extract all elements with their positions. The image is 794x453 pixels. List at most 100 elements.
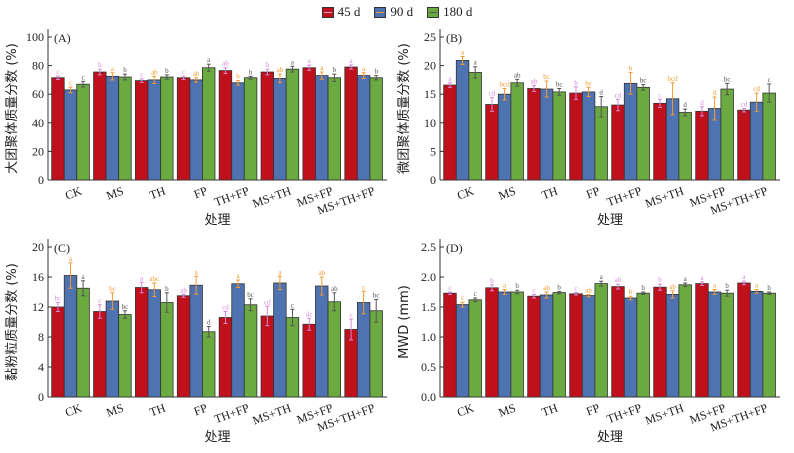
bar-ms-th-45d — [260, 71, 275, 181]
bar-ms-th-fp-180d — [369, 310, 383, 398]
y-tick-label: 2.0 — [421, 270, 436, 284]
significance-letter: a — [713, 282, 717, 290]
bar-th-90d — [539, 88, 554, 181]
bar-th-45d — [135, 287, 149, 398]
significance-letter: a — [140, 274, 144, 282]
bar-ck-180d — [468, 299, 482, 398]
bar-ms-45d — [485, 287, 499, 398]
y-tick-label: 40 — [32, 116, 44, 130]
bar-ms-th-45d — [653, 286, 667, 398]
bar-ck-180d — [468, 72, 482, 181]
significance-letter: ab — [615, 276, 622, 284]
panel-label: (C) — [54, 241, 70, 255]
significance-letter: ab — [180, 286, 187, 294]
y-tick-label: 20 — [32, 144, 44, 158]
significance-letter: a — [700, 274, 704, 282]
x-tick-label: FP — [584, 401, 602, 419]
significance-letter: b — [641, 284, 645, 292]
x-tick-label: TH — [147, 401, 167, 420]
significance-letter: b — [557, 283, 561, 291]
x-axis-title: 处理 — [597, 430, 623, 445]
x-tick-label: CK — [63, 401, 84, 420]
significance-letter: bc — [724, 75, 731, 83]
bar-ck-90d — [63, 275, 78, 398]
significance-letter: c — [574, 285, 577, 293]
bar-th-fp-45d — [218, 317, 233, 398]
significance-letter: ab — [669, 283, 676, 291]
significance-letter: c — [474, 290, 477, 298]
significance-letter: c — [140, 71, 143, 79]
bar-ms-th-fp-180d — [762, 92, 776, 181]
significance-letter: a — [350, 57, 354, 65]
significance-letter: a — [278, 268, 282, 276]
significance-letter: a — [503, 282, 507, 290]
significance-letter: b — [574, 79, 578, 87]
x-tick-label: CK — [455, 184, 476, 203]
significance-letter: a — [742, 273, 746, 281]
legend-swatch-180d — [427, 6, 440, 18]
significance-letter: bcd — [500, 80, 511, 88]
bar-th-180d — [552, 91, 566, 181]
y-tick-label: 0 — [38, 390, 44, 404]
y-tick-label: 0 — [38, 173, 44, 187]
bar-ms-fp-45d — [302, 67, 316, 181]
significance-letter: a — [461, 48, 465, 56]
bar-fp-45d — [176, 77, 191, 181]
bar-th-fp-180d — [636, 86, 650, 181]
bar-ms-th-90d — [665, 293, 680, 398]
significance-letter: bc — [543, 73, 550, 81]
significance-letter: ab — [585, 286, 592, 294]
bar-ms-th-fp-45d — [737, 109, 751, 181]
significance-letter: bc — [247, 291, 254, 299]
significance-letter: a — [362, 65, 366, 73]
y-tick-label: 0.0 — [421, 390, 436, 404]
x-tick-label: FP — [584, 184, 602, 202]
significance-letter: cd — [489, 90, 496, 98]
significance-letter: d — [700, 99, 704, 107]
bar-th-fp-90d — [623, 82, 638, 181]
significance-letter: a — [600, 273, 604, 281]
y-tick-label: 8 — [38, 330, 44, 344]
significance-letter: c — [82, 73, 85, 81]
significance-letter: b — [515, 282, 519, 290]
bar-ms-90d — [105, 300, 120, 398]
bar-fp-180d — [202, 331, 216, 398]
significance-letter: b — [165, 285, 169, 293]
x-tick-label: CK — [63, 184, 84, 203]
significance-letter: a — [684, 275, 688, 283]
panel-label: (D) — [446, 241, 463, 255]
bar-ms-fp-90d — [315, 75, 329, 181]
significance-letter: d — [713, 89, 717, 97]
panel-label: (A) — [54, 31, 71, 45]
y-tick-label: 5 — [430, 144, 436, 158]
bar-th-180d — [160, 302, 174, 398]
significance-letter: c — [56, 68, 59, 76]
bar-ms-th-180d — [285, 68, 300, 181]
significance-letter: a — [195, 268, 199, 276]
bar-ms-th-45d — [260, 315, 275, 398]
y-tick-label: 0 — [430, 173, 436, 187]
bar-fp-180d — [202, 67, 216, 181]
legend-swatch-90d — [374, 6, 387, 18]
significance-letter: a — [82, 273, 86, 281]
x-tick-label: TH — [540, 184, 560, 203]
x-tick-label: TH — [147, 184, 167, 203]
y-tick-label: 1.0 — [421, 330, 436, 344]
legend-label-90d: 90 d — [390, 4, 414, 19]
significance-letter: dc — [306, 310, 313, 318]
bar-ck-180d — [76, 287, 90, 398]
bar-ms-fp-180d — [720, 88, 734, 181]
bar-ms-th-90d — [273, 78, 287, 181]
bar-ms-fp-90d — [315, 285, 329, 398]
x-axis-title: 处理 — [204, 213, 230, 228]
bar-ms-fp-180d — [720, 292, 734, 398]
significance-letter: c — [658, 91, 661, 99]
panel-label: (B) — [446, 31, 462, 45]
significance-letter: b — [165, 67, 169, 75]
x-tick-label: MS+TH — [250, 401, 293, 428]
bar-ms-180d — [510, 82, 524, 181]
bar-th-fp-90d — [231, 82, 245, 181]
x-tick-label: TH+FP — [212, 184, 251, 210]
significance-letter: c — [98, 297, 101, 305]
